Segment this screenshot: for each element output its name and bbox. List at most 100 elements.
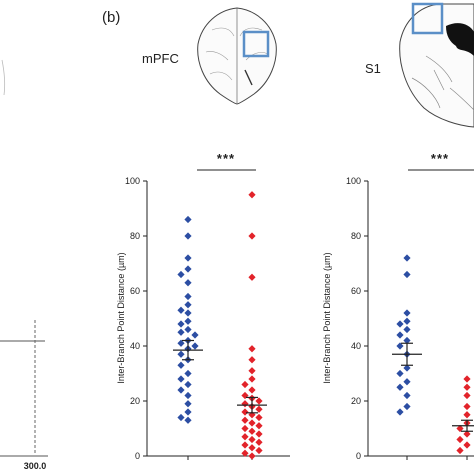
data-point (248, 367, 256, 375)
data-point (396, 383, 404, 391)
significance-label: *** (217, 151, 235, 166)
fragment-brain-outline (1, 59, 6, 96)
data-point (184, 369, 192, 378)
data-point (184, 301, 192, 309)
fragment-tick-label: 300.0 (24, 461, 47, 471)
y-tick-label: 80 (130, 231, 140, 241)
data-point (191, 331, 199, 339)
data-point (241, 416, 249, 424)
data-point (463, 430, 471, 438)
data-point (184, 317, 192, 325)
data-point (255, 397, 263, 405)
ventricle (446, 23, 474, 56)
data-point (456, 424, 464, 433)
data-point (184, 400, 192, 408)
data-point (177, 270, 185, 279)
y-tick-label: 60 (351, 286, 361, 296)
data-point (396, 342, 404, 350)
data-point (248, 232, 256, 240)
data-point (396, 408, 404, 416)
y-tick-label: 20 (351, 396, 361, 406)
data-point (403, 391, 411, 400)
data-point (403, 402, 411, 411)
data-point (177, 328, 185, 336)
data-point (248, 419, 256, 427)
data-point (177, 320, 185, 328)
data-point (396, 320, 404, 328)
panel-label: (b) (102, 9, 120, 26)
data-point (255, 438, 263, 446)
data-point (248, 435, 256, 444)
data-point (241, 424, 249, 433)
data-point (241, 408, 249, 416)
y-axis-label: Inter-Branch Point Distance (µm) (322, 252, 332, 383)
y-tick-label: 100 (125, 176, 140, 186)
data-point (184, 408, 192, 416)
data-point (248, 191, 256, 199)
brain-section-mpfc (197, 7, 277, 105)
data-point (396, 331, 404, 339)
data-point (396, 369, 404, 378)
data-point (463, 411, 471, 419)
y-tick-label: 100 (346, 176, 361, 186)
data-point (403, 254, 411, 262)
data-point (403, 325, 411, 334)
data-point (184, 380, 192, 389)
data-point (248, 356, 256, 364)
y-tick-label: 0 (356, 451, 361, 461)
data-point (248, 375, 256, 383)
data-point (463, 391, 471, 400)
data-point (403, 317, 411, 325)
data-point (177, 361, 185, 369)
data-point (248, 427, 256, 435)
data-point (463, 383, 471, 391)
data-point (177, 350, 185, 358)
significance-label: *** (431, 151, 449, 166)
data-point (241, 433, 249, 441)
data-point (248, 273, 256, 281)
data-point (255, 413, 263, 422)
data-point (241, 380, 249, 389)
region-label-mpfc: mPFC (142, 51, 179, 66)
data-point (248, 452, 256, 460)
data-point (177, 306, 185, 314)
region-label-s1: S1 (365, 61, 381, 76)
brain-section-s1 (399, 2, 474, 128)
brain-outline (399, 3, 474, 128)
data-point (241, 441, 249, 449)
data-point (191, 342, 199, 350)
data-point (403, 378, 411, 386)
chart-mpfc: Inter-Branch Point Distance (µm) *** 0 20… (116, 151, 290, 461)
data-point (456, 435, 464, 444)
left-fragment: 300.0 (0, 59, 48, 471)
y-tick-label: 0 (135, 451, 140, 461)
data-point (463, 402, 471, 411)
y-tick-label: 60 (130, 286, 140, 296)
y-axis-label: Inter-Branch Point Distance (µm) (116, 252, 126, 383)
data-point (177, 339, 185, 347)
data-point (184, 292, 192, 301)
data-point (241, 400, 249, 408)
region-box-mpfc (242, 30, 270, 58)
data-point (403, 336, 411, 345)
data-point (184, 265, 192, 273)
chart-s1: Inter-Branch Point Distance (µm) *** 0 20… (322, 151, 474, 461)
data-point (241, 449, 249, 457)
data-point (177, 413, 185, 422)
data-point (184, 215, 192, 224)
data-point (248, 444, 256, 452)
region-box-s1 (411, 2, 444, 35)
data-point (184, 232, 192, 240)
y-tick-label: 80 (351, 231, 361, 241)
data-point (255, 422, 263, 430)
data-point (177, 375, 185, 383)
data-point (403, 270, 411, 279)
data-point (184, 279, 192, 287)
data-point (184, 416, 192, 424)
data-point (463, 441, 471, 449)
data-point (184, 254, 192, 262)
data-point (248, 386, 256, 394)
data-point (184, 391, 192, 400)
data-point (255, 405, 263, 413)
